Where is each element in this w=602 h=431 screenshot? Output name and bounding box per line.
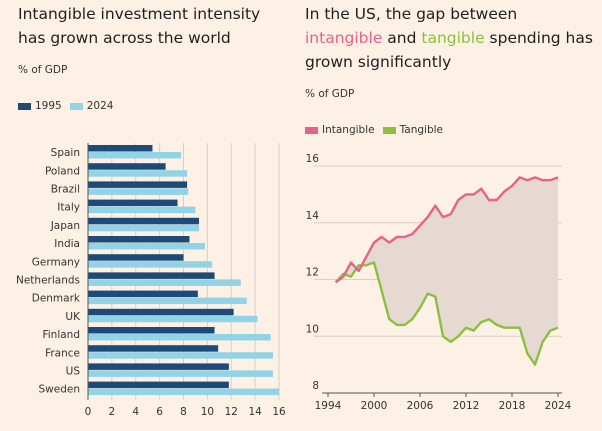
gap-shaded-area <box>335 177 558 365</box>
legend-swatch-2024 <box>69 102 83 110</box>
x-tick-label: 2006 <box>407 400 434 412</box>
title-part: and <box>382 29 422 47</box>
bar-2024-italy <box>88 206 196 214</box>
x-tick-label: 10 <box>201 406 214 418</box>
bar-1995-india <box>88 236 190 243</box>
x-tick-label: 12 <box>225 406 238 418</box>
category-label: Poland <box>45 165 80 177</box>
category-label: Italy <box>57 202 80 214</box>
x-tick-label: 6 <box>156 406 163 418</box>
x-tick-label: 14 <box>248 406 262 418</box>
legend-label-tangible: Tangible <box>399 124 443 136</box>
x-tick-label: 0 <box>85 406 92 418</box>
right-legend: Intangible Tangible <box>305 124 451 136</box>
legend-swatch-1995 <box>18 102 31 110</box>
bar-1995-poland <box>88 163 166 170</box>
bar-1995-japan <box>88 217 200 225</box>
category-label: UK <box>65 311 81 323</box>
category-label: Germany <box>32 256 80 268</box>
left-unit-label: % of GDP <box>18 64 68 76</box>
category-label: France <box>45 347 80 359</box>
y-tick-label: 12 <box>306 267 319 279</box>
category-label: Japan <box>50 220 80 232</box>
category-label: Sweden <box>39 384 81 396</box>
y-tick-label: 8 <box>312 380 319 392</box>
y-tick-label: 16 <box>306 153 320 165</box>
legend-label-1995: 1995 <box>35 100 62 112</box>
bar-1995-spain <box>88 145 153 152</box>
category-label: India <box>54 238 80 250</box>
left-chart-panel: Intangible investment intensity has grow… <box>0 0 292 431</box>
bar-2024-uk <box>88 315 258 323</box>
bar-2024-sweden <box>88 388 279 396</box>
right-chart-title: In the US, the gap between intangible an… <box>305 2 597 74</box>
bar-1995-netherlands <box>88 272 215 279</box>
bar-1995-brazil <box>88 181 188 188</box>
bar-2024-poland <box>88 170 188 177</box>
bar-2024-france <box>88 352 274 359</box>
bar-1995-germany <box>88 254 184 261</box>
bar-2024-spain <box>88 152 182 159</box>
title-part: In the US, the gap between <box>305 5 518 23</box>
category-label: Finland <box>42 329 80 341</box>
right-unit-label: % of GDP <box>305 88 355 100</box>
legend-swatch-tangible <box>382 126 396 134</box>
legend-label-2024: 2024 <box>86 100 114 112</box>
bar-2024-netherlands <box>88 279 241 286</box>
category-label: Spain <box>51 147 80 159</box>
x-tick-label: 4 <box>132 406 139 418</box>
title-part: spending has grown significantly <box>305 29 593 71</box>
bar-1995-france <box>88 345 219 352</box>
title-tangible: tangible <box>421 29 485 47</box>
left-bar-chart: 0 2 4 6 8 10 12 14 16 Spain Poland Brazil Italy Japan… <box>16 143 286 418</box>
category-label: US <box>66 366 81 378</box>
left-legend: 1995 2024 <box>18 100 121 112</box>
x-tick-label: 2018 <box>499 400 526 412</box>
bar-1995-finland <box>88 327 215 334</box>
bar-1995-sweden <box>88 381 229 389</box>
x-tick-label: 2012 <box>453 400 480 412</box>
y-tick-label: 10 <box>306 323 319 335</box>
bar-1995-us <box>88 363 229 370</box>
left-chart-title: Intangible investment intensity has grow… <box>18 5 261 47</box>
line-tangible <box>334 261 559 366</box>
right-chart-panel: In the US, the gap between intangible an… <box>292 0 602 431</box>
legend-label-intangible: Intangible <box>322 124 375 136</box>
bar-1995-denmark <box>88 290 198 298</box>
x-tick-label: 2024 <box>545 400 572 412</box>
bar-2024-denmark <box>88 297 247 305</box>
line-intangible <box>334 176 559 284</box>
bar-2024-us <box>88 370 274 377</box>
bar-1995-uk <box>88 308 234 316</box>
right-line-chart: 8 10 12 14 16 1994 2000 2006 2012 2018 2024 <box>306 153 572 412</box>
bar-1995-italy <box>88 199 178 207</box>
bar-2024-india <box>88 243 205 250</box>
legend-swatch-intangible <box>305 126 318 134</box>
category-label: Denmark <box>32 293 81 305</box>
x-tick-label: 16 <box>272 406 286 418</box>
x-tick-label: 2 <box>109 406 116 418</box>
bar-2024-germany <box>88 261 213 268</box>
bar-2024-brazil <box>88 188 189 195</box>
bar-2024-japan <box>88 224 200 232</box>
title-intangible: intangible <box>305 29 383 47</box>
x-tick-label: 1994 <box>315 400 342 412</box>
y-tick-label: 14 <box>306 210 320 222</box>
bar-2024-finland <box>88 334 271 341</box>
category-label: Netherlands <box>16 275 80 287</box>
x-tick-label: 2000 <box>361 400 388 412</box>
x-tick-label: 8 <box>180 406 187 418</box>
category-label: Brazil <box>51 184 80 196</box>
